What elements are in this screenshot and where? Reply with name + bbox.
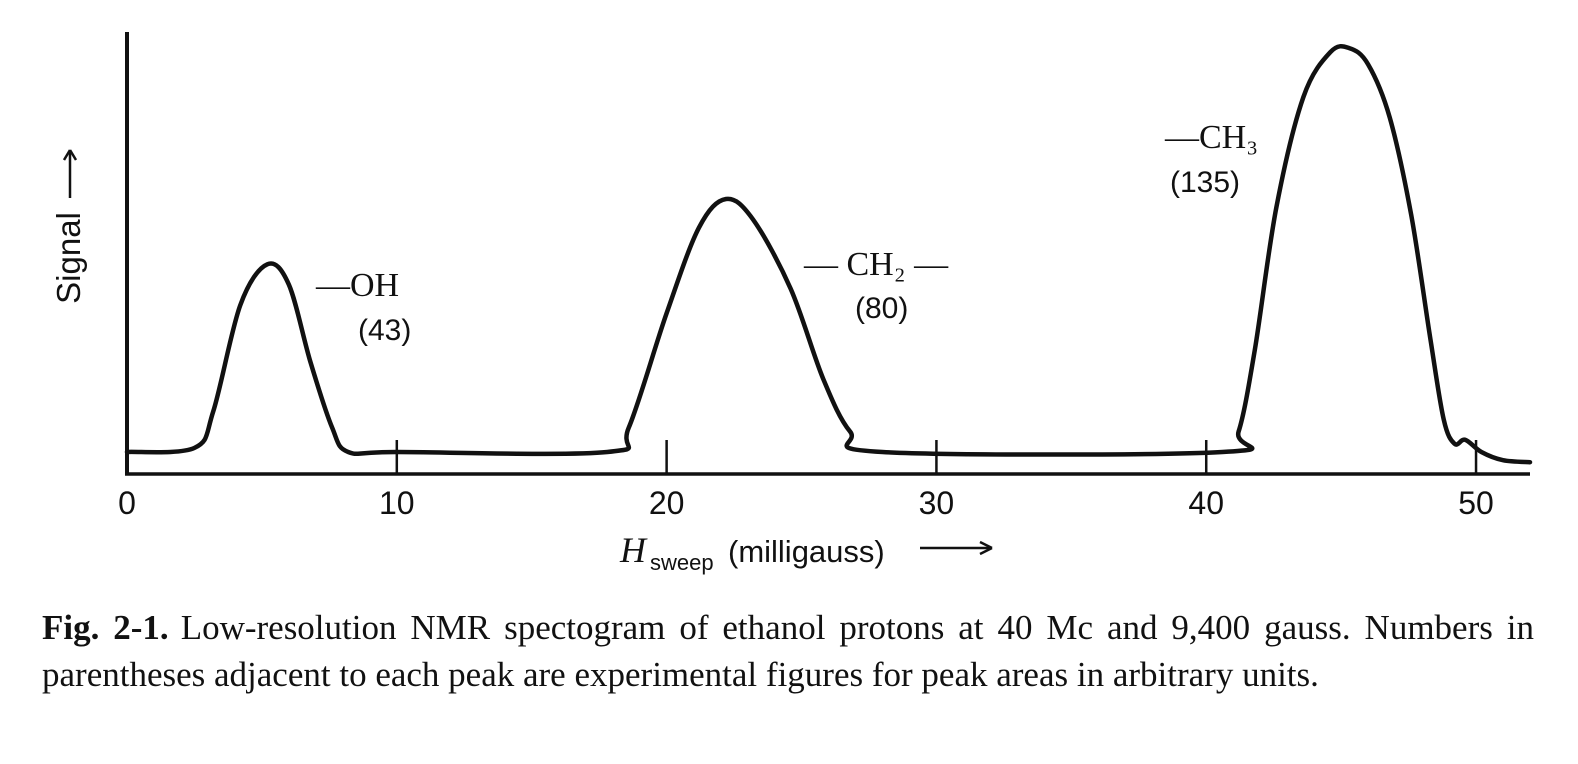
peak-label-ch3: —CH₃ (135) bbox=[1164, 119, 1258, 199]
x-tick-label-30: 30 bbox=[919, 485, 955, 521]
x-axis-label-units: (milligauss) bbox=[728, 534, 885, 569]
peak-label-ch2: — CH₂ — (80) bbox=[803, 246, 949, 325]
caption-label: Fig. 2-1. bbox=[42, 608, 169, 647]
y-axis-arrow-head-icon bbox=[62, 149, 78, 161]
peak-area-oh: (43) bbox=[358, 314, 411, 347]
figure-caption: Fig. 2-1. Low-resolution NMR spectogram o… bbox=[42, 604, 1534, 698]
peak-group-ch3: —CH₃ bbox=[1164, 119, 1258, 156]
nmr-spectrum-chart: 0 10 20 30 40 50 Signal H sweep (milligauss) … bbox=[50, 32, 1533, 575]
x-ticks bbox=[395, 440, 1478, 474]
x-axis-arrow-head-icon bbox=[979, 540, 993, 556]
x-axis-label-symbol: H bbox=[619, 530, 648, 570]
x-tick-label-40: 40 bbox=[1188, 485, 1224, 521]
y-axis-label: Signal bbox=[50, 149, 87, 304]
peak-group-ch2: — CH₂ — bbox=[803, 246, 949, 283]
caption-text: Low-resolution NMR spectogram of ethanol… bbox=[42, 608, 1534, 694]
x-axis-label: H sweep (milligauss) bbox=[619, 530, 993, 575]
peak-group-oh: —OH bbox=[315, 267, 399, 304]
peak-area-ch3: (135) bbox=[1170, 166, 1240, 199]
peak-area-ch2: (80) bbox=[855, 292, 908, 325]
x-tick-labels: 0 10 20 30 40 50 bbox=[118, 485, 1494, 521]
x-tick-label-50: 50 bbox=[1458, 485, 1494, 521]
x-axis-label-subscript: sweep bbox=[650, 550, 714, 575]
x-tick-label-20: 20 bbox=[649, 485, 685, 521]
x-tick-label-0: 0 bbox=[118, 485, 136, 521]
y-axis-label-text: Signal bbox=[50, 212, 87, 304]
peak-label-oh: —OH (43) bbox=[315, 267, 411, 347]
spectrum-line bbox=[124, 44, 1533, 465]
x-tick-label-10: 10 bbox=[379, 485, 415, 521]
